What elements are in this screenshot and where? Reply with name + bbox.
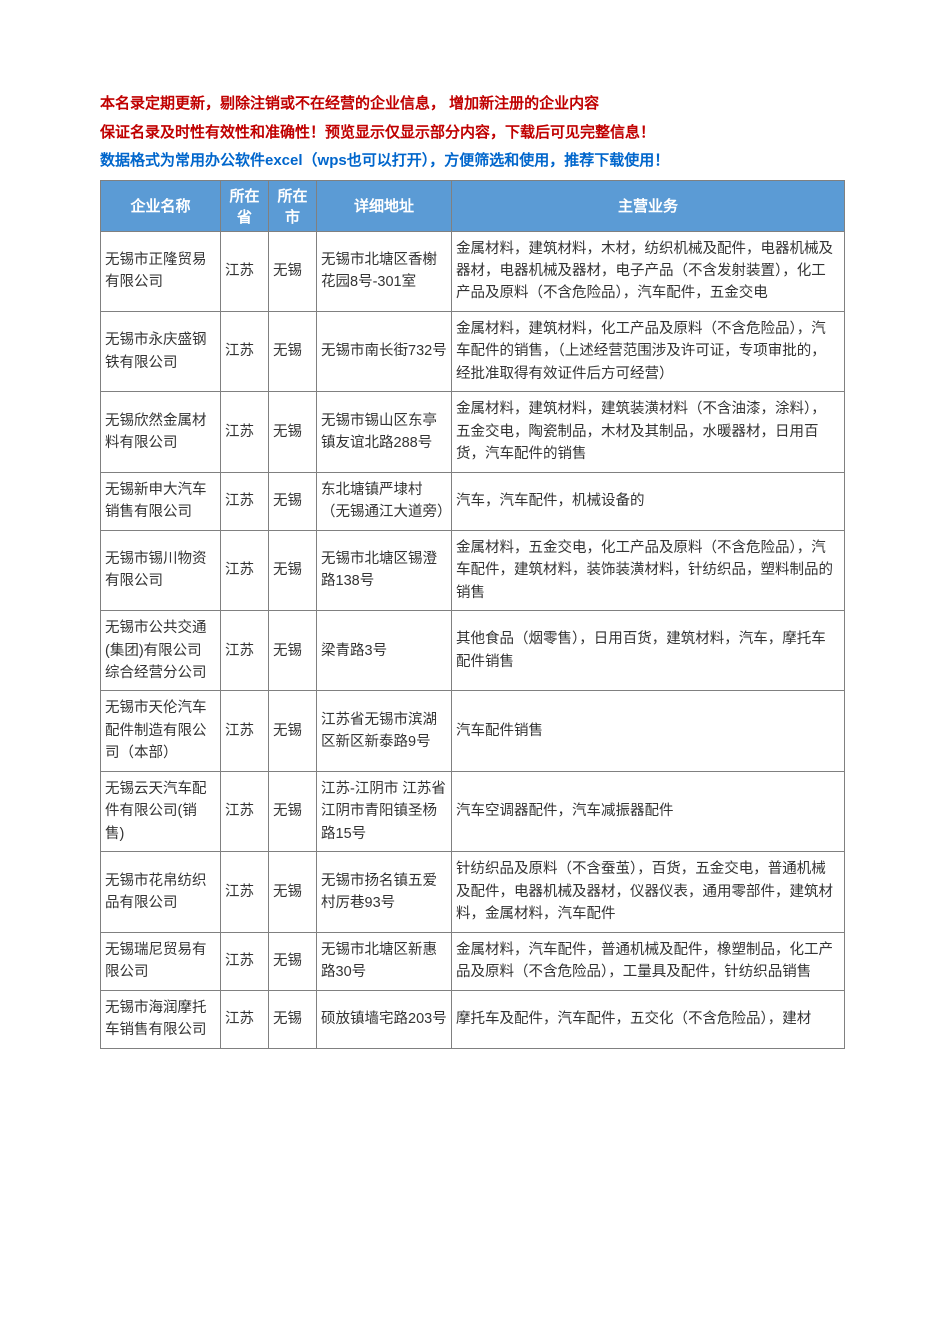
table-row: 无锡云天汽车配件有限公司(销售)江苏无锡江苏-江阴市 江苏省江阴市青阳镇圣杨路1… [101, 771, 845, 851]
cell-city: 无锡 [269, 231, 317, 311]
cell-province: 江苏 [221, 392, 269, 472]
cell-name: 无锡市永庆盛钢铁有限公司 [101, 311, 221, 391]
cell-business: 汽车，汽车配件，机械设备的 [452, 472, 845, 530]
cell-city: 无锡 [269, 311, 317, 391]
table-body: 无锡市正隆贸易有限公司江苏无锡无锡市北塘区香榭花园8号-301室金属材料，建筑材… [101, 231, 845, 1048]
cell-address: 无锡市北塘区香榭花园8号-301室 [317, 231, 452, 311]
table-row: 无锡市海润摩托车销售有限公司江苏无锡硕放镇墙宅路203号摩托车及配件，汽车配件，… [101, 990, 845, 1048]
cell-city: 无锡 [269, 932, 317, 990]
col-header-4: 主营业务 [452, 180, 845, 231]
cell-city: 无锡 [269, 530, 317, 610]
table-row: 无锡市正隆贸易有限公司江苏无锡无锡市北塘区香榭花园8号-301室金属材料，建筑材… [101, 231, 845, 311]
cell-name: 无锡新申大汽车销售有限公司 [101, 472, 221, 530]
cell-name: 无锡市海润摩托车销售有限公司 [101, 990, 221, 1048]
cell-business: 金属材料，汽车配件，普通机械及配件，橡塑制品，化工产品及原料（不含危险品），工量… [452, 932, 845, 990]
cell-city: 无锡 [269, 771, 317, 851]
table-row: 无锡新申大汽车销售有限公司江苏无锡东北塘镇严埭村（无锡通江大道旁）汽车，汽车配件… [101, 472, 845, 530]
table-row: 无锡市花帛纺织品有限公司江苏无锡无锡市扬名镇五爱村厉巷93号针纺织品及原料（不含… [101, 852, 845, 932]
cell-name: 无锡市正隆贸易有限公司 [101, 231, 221, 311]
cell-city: 无锡 [269, 392, 317, 472]
cell-business: 金属材料，五金交电，化工产品及原料（不含危险品），汽车配件，建筑材料，装饰装潢材… [452, 530, 845, 610]
cell-business: 金属材料，建筑材料，木材，纺织机械及配件，电器机械及器材，电器机械及器材，电子产… [452, 231, 845, 311]
cell-address: 无锡市锡山区东亭镇友谊北路288号 [317, 392, 452, 472]
cell-business: 汽车配件销售 [452, 691, 845, 771]
cell-address: 江苏-江阴市 江苏省江阴市青阳镇圣杨路15号 [317, 771, 452, 851]
col-header-3: 详细地址 [317, 180, 452, 231]
cell-address: 无锡市扬名镇五爱村厉巷93号 [317, 852, 452, 932]
intro-line-2: 保证名录及时性有效性和准确性！预览显示仅显示部分内容，下载后可见完整信息！ [100, 119, 845, 148]
cell-address: 东北塘镇严埭村（无锡通江大道旁） [317, 472, 452, 530]
intro-line-3: 数据格式为常用办公软件excel（wps也可以打开），方便筛选和使用，推荐下载使… [100, 147, 845, 176]
cell-city: 无锡 [269, 691, 317, 771]
cell-province: 江苏 [221, 852, 269, 932]
cell-name: 无锡欣然金属材料有限公司 [101, 392, 221, 472]
cell-province: 江苏 [221, 231, 269, 311]
intro-block: 本名录定期更新，剔除注销或不在经营的企业信息， 增加新注册的企业内容 保证名录及… [100, 90, 845, 176]
cell-address: 江苏省无锡市滨湖区新区新泰路9号 [317, 691, 452, 771]
cell-city: 无锡 [269, 852, 317, 932]
cell-province: 江苏 [221, 611, 269, 691]
cell-business: 其他食品（烟零售），日用百货，建筑材料，汽车，摩托车配件销售 [452, 611, 845, 691]
cell-name: 无锡市公共交通(集团)有限公司综合经营分公司 [101, 611, 221, 691]
col-header-1: 所在省 [221, 180, 269, 231]
cell-name: 无锡市锡川物资有限公司 [101, 530, 221, 610]
cell-province: 江苏 [221, 932, 269, 990]
cell-name: 无锡云天汽车配件有限公司(销售) [101, 771, 221, 851]
cell-province: 江苏 [221, 691, 269, 771]
cell-name: 无锡市天伦汽车配件制造有限公司（本部） [101, 691, 221, 771]
cell-address: 无锡市北塘区新惠路30号 [317, 932, 452, 990]
cell-province: 江苏 [221, 771, 269, 851]
cell-name: 无锡市花帛纺织品有限公司 [101, 852, 221, 932]
cell-city: 无锡 [269, 990, 317, 1048]
cell-city: 无锡 [269, 611, 317, 691]
cell-business: 针纺织品及原料（不含蚕茧），百货，五金交电，普通机械及配件，电器机械及器材，仪器… [452, 852, 845, 932]
table-row: 无锡市公共交通(集团)有限公司综合经营分公司江苏无锡梁青路3号其他食品（烟零售）… [101, 611, 845, 691]
table-header: 企业名称所在省所在市详细地址主营业务 [101, 180, 845, 231]
intro-line-1: 本名录定期更新，剔除注销或不在经营的企业信息， 增加新注册的企业内容 [100, 90, 845, 119]
cell-business: 摩托车及配件，汽车配件，五交化（不含危险品），建材 [452, 990, 845, 1048]
cell-business: 汽车空调器配件，汽车减振器配件 [452, 771, 845, 851]
cell-business: 金属材料，建筑材料，化工产品及原料（不含危险品），汽车配件的销售，（上述经营范围… [452, 311, 845, 391]
cell-province: 江苏 [221, 530, 269, 610]
table-row: 无锡瑞尼贸易有限公司江苏无锡无锡市北塘区新惠路30号金属材料，汽车配件，普通机械… [101, 932, 845, 990]
table-row: 无锡市永庆盛钢铁有限公司江苏无锡无锡市南长街732号金属材料，建筑材料，化工产品… [101, 311, 845, 391]
company-table: 企业名称所在省所在市详细地址主营业务 无锡市正隆贸易有限公司江苏无锡无锡市北塘区… [100, 180, 845, 1049]
table-row: 无锡欣然金属材料有限公司江苏无锡无锡市锡山区东亭镇友谊北路288号金属材料，建筑… [101, 392, 845, 472]
cell-province: 江苏 [221, 990, 269, 1048]
cell-business: 金属材料，建筑材料，建筑装潢材料（不含油漆，涂料），五金交电，陶瓷制品，木材及其… [452, 392, 845, 472]
table-row: 无锡市锡川物资有限公司江苏无锡无锡市北塘区锡澄路138号金属材料，五金交电，化工… [101, 530, 845, 610]
table-row: 无锡市天伦汽车配件制造有限公司（本部）江苏无锡江苏省无锡市滨湖区新区新泰路9号汽… [101, 691, 845, 771]
col-header-0: 企业名称 [101, 180, 221, 231]
col-header-2: 所在市 [269, 180, 317, 231]
cell-address: 无锡市北塘区锡澄路138号 [317, 530, 452, 610]
cell-address: 无锡市南长街732号 [317, 311, 452, 391]
cell-province: 江苏 [221, 311, 269, 391]
cell-address: 梁青路3号 [317, 611, 452, 691]
cell-name: 无锡瑞尼贸易有限公司 [101, 932, 221, 990]
cell-city: 无锡 [269, 472, 317, 530]
cell-address: 硕放镇墙宅路203号 [317, 990, 452, 1048]
cell-province: 江苏 [221, 472, 269, 530]
